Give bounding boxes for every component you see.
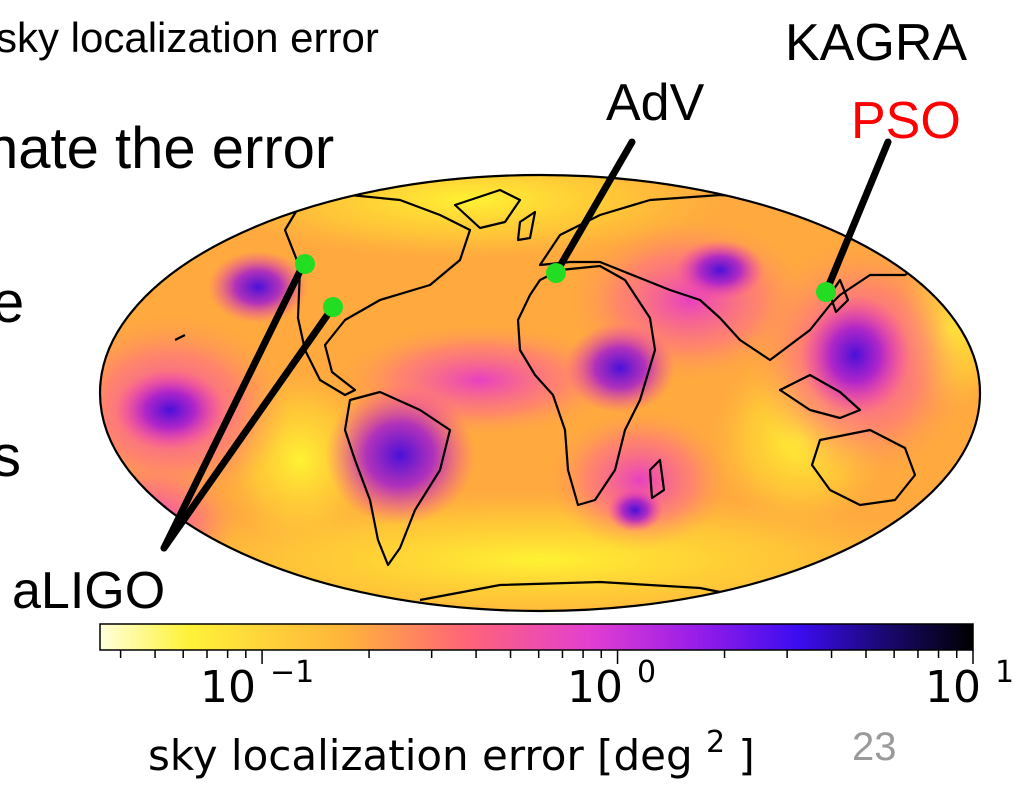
colorbar-title-superscript: 2 — [706, 725, 725, 760]
adv-pointer — [552, 138, 636, 277]
mollweide-map — [98, 173, 982, 613]
tick-exponent: 1 — [995, 655, 1014, 690]
colorbar-title-text: sky localization error [deg — [148, 731, 693, 780]
kagra-label: KAGRA — [785, 14, 967, 72]
kagra-pointer — [822, 138, 892, 296]
aligo-pointer-2 — [160, 303, 337, 552]
colorbar-ticks — [119, 650, 974, 664]
colorbar-title: sky localization error [deg 2 ] — [148, 713, 755, 780]
tick-base: 10 — [925, 662, 981, 713]
bullet-fragment-1: e — [0, 270, 24, 335]
colorbar-tick-label: 10 −1 — [200, 655, 314, 713]
aligo-pointer-1 — [160, 261, 307, 552]
colorbar-tick-label: 10 0 — [567, 655, 656, 713]
colorbar-gradient — [99, 623, 974, 651]
adv-label: AdV — [606, 74, 705, 132]
page-number: 23 — [852, 725, 897, 769]
aligo-hanford-marker — [295, 254, 315, 274]
aligo-label: aLIGO — [12, 562, 165, 620]
aligo-livingston-marker — [323, 297, 343, 317]
tick-base: 10 — [567, 662, 623, 713]
tick-exponent: −1 — [270, 655, 314, 690]
header-line: sky localization error — [0, 14, 379, 61]
tick-base: 10 — [200, 662, 256, 713]
pointer-lines — [160, 138, 892, 552]
colorbar-tick-label: 10 1 — [925, 655, 1014, 713]
colorbar-title-close: ] — [738, 731, 754, 780]
detector-sites — [295, 254, 836, 317]
kagra-marker — [816, 282, 836, 302]
tick-exponent: 0 — [637, 655, 656, 690]
subheading: nate the error — [0, 116, 334, 181]
bullet-fragment-2: s — [0, 424, 21, 489]
pso-label: PSO — [851, 92, 961, 150]
adv-marker — [546, 263, 566, 283]
colorbar: 10 −1 10 0 10 1 sky localization error [… — [99, 623, 1014, 780]
